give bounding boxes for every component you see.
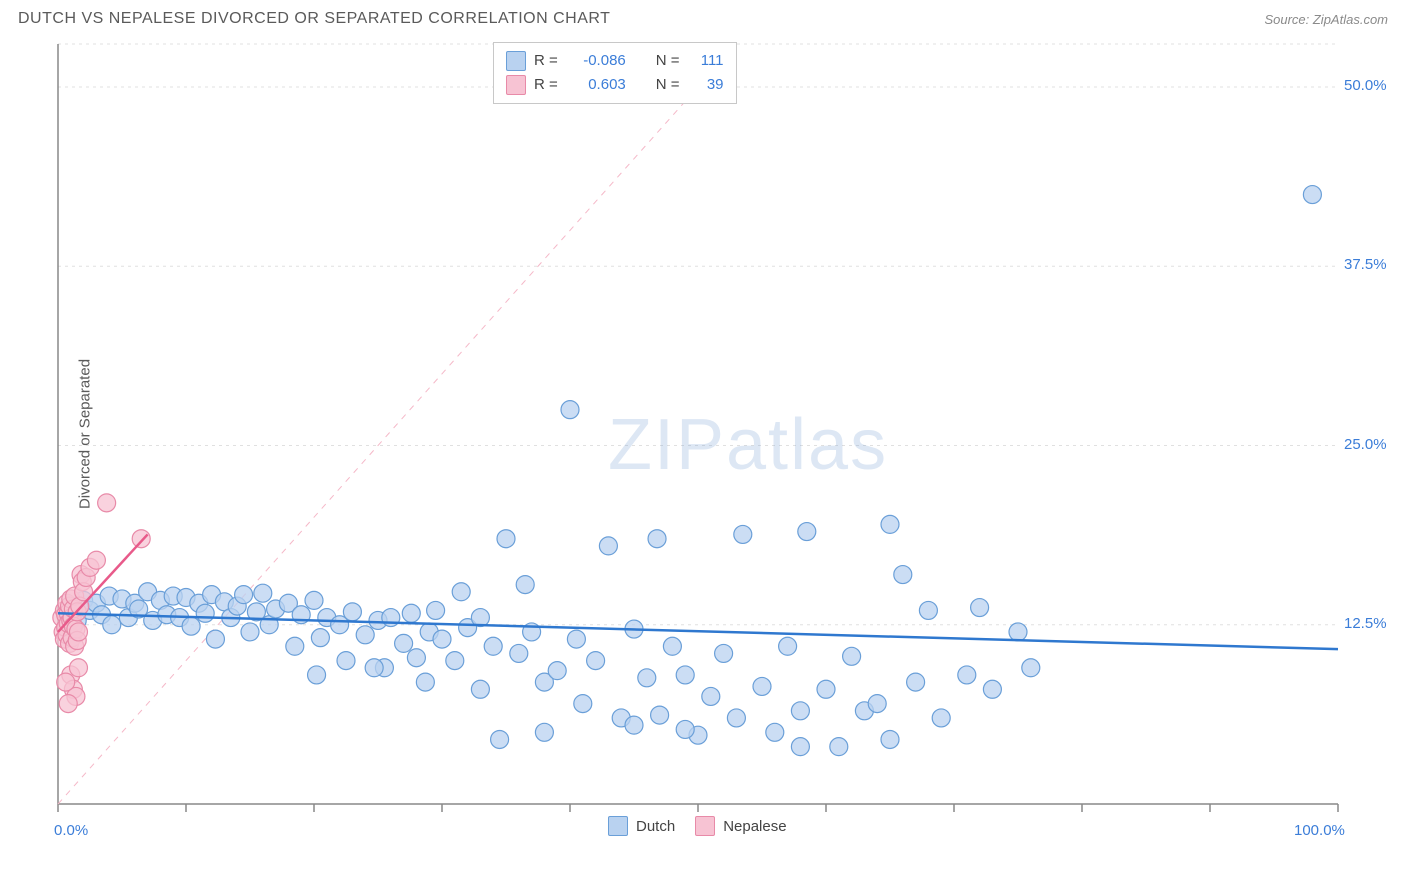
legend-swatch: [695, 816, 715, 836]
y-axis-label: Divorced or Separated: [77, 359, 94, 509]
y-tick-label: 50.0%: [1344, 77, 1387, 94]
chart-area: Divorced or Separated ZIPatlas R =-0.086…: [48, 34, 1388, 834]
stats-row: R =-0.086N =111: [506, 49, 724, 73]
bottom-legend: Dutch Nepalese: [608, 816, 787, 836]
legend-swatch: [608, 816, 628, 836]
legend-swatch: [506, 51, 526, 71]
stats-row: R =0.603N =39: [506, 73, 724, 97]
scatter-plot-svg: [48, 34, 1388, 834]
legend-label: Nepalese: [723, 818, 786, 835]
chart-title: DUTCH VS NEPALESE DIVORCED OR SEPARATED …: [18, 10, 610, 28]
source-attribution: Source: ZipAtlas.com: [1264, 12, 1388, 27]
x-axis-min-label: 0.0%: [54, 822, 88, 839]
legend-item: Nepalese: [695, 816, 786, 836]
y-tick-label: 12.5%: [1344, 615, 1387, 632]
y-tick-label: 37.5%: [1344, 256, 1387, 273]
stats-legend-box: R =-0.086N =111R =0.603N =39: [493, 42, 737, 104]
legend-label: Dutch: [636, 818, 675, 835]
legend-item: Dutch: [608, 816, 675, 836]
y-tick-label: 25.0%: [1344, 436, 1387, 453]
legend-swatch: [506, 75, 526, 95]
x-axis-max-label: 100.0%: [1294, 822, 1345, 839]
